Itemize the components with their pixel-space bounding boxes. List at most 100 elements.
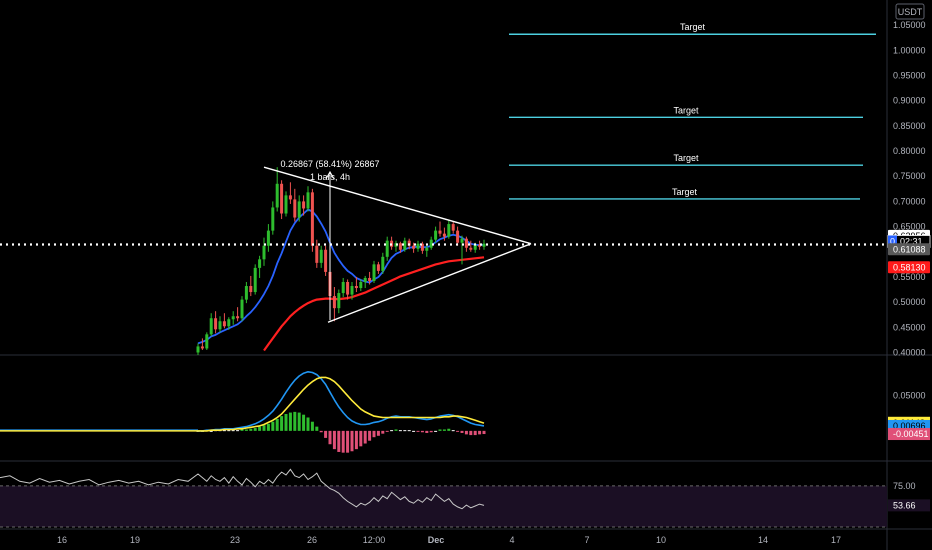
candle-body[interactable] (249, 286, 253, 293)
candle-body[interactable] (214, 318, 218, 330)
candle-body[interactable] (346, 281, 350, 295)
macd-histogram-bar (324, 430, 328, 438)
candle-body[interactable] (469, 247, 473, 250)
candle-body[interactable] (425, 247, 429, 251)
candle-body[interactable] (438, 230, 442, 234)
candle-body[interactable] (205, 334, 209, 349)
candle-body[interactable] (420, 243, 424, 251)
macd-histogram-bar (403, 430, 407, 432)
candle-body[interactable] (385, 240, 389, 257)
currency-box[interactable] (895, 3, 925, 20)
candle-body[interactable] (236, 316, 240, 319)
candle-body[interactable] (209, 318, 213, 335)
candle-body[interactable] (460, 238, 464, 243)
price-axis[interactable]: USDT (895, 3, 925, 20)
candle-body[interactable] (341, 281, 345, 294)
macd-histogram-bar (271, 421, 275, 431)
candle-body[interactable] (434, 230, 438, 240)
candle-body[interactable] (288, 195, 292, 200)
candle-body[interactable] (337, 293, 341, 309)
candle-body[interactable] (258, 259, 262, 268)
time-axis-label: 14 (758, 535, 768, 545)
candle-body[interactable] (244, 286, 248, 300)
candle-body[interactable] (231, 316, 235, 320)
macd-histogram-bar (385, 430, 389, 432)
time-axis[interactable]: 16 19 23 26 12:00 Dec 4 7 10 14 17 (57, 535, 841, 545)
targets-layer[interactable]: Target Target Target Target (509, 22, 876, 200)
macd-pane[interactable] (0, 371, 486, 453)
macd-histogram-bar (381, 430, 385, 434)
candle-body[interactable] (222, 321, 226, 327)
price-tick-label: 0.55000 (893, 272, 926, 282)
candle-body[interactable] (381, 256, 385, 271)
candle-body[interactable] (350, 286, 354, 295)
candle-body[interactable] (363, 277, 367, 282)
rsi-line (0, 468, 485, 510)
time-axis-label: 4 (509, 535, 514, 545)
candle-body[interactable] (368, 277, 372, 281)
rsi-pane[interactable] (0, 468, 485, 510)
price-tick-label: 1.05000 (893, 20, 926, 30)
candle-body[interactable] (253, 267, 257, 293)
candle-body[interactable] (196, 346, 200, 353)
macd-histogram-bar (451, 430, 455, 432)
macd-histogram-bar (420, 430, 424, 433)
candle-body[interactable] (447, 224, 451, 237)
price-tick-label: 0.65000 (893, 222, 926, 232)
macd-histogram-bar (337, 430, 341, 452)
macd-histogram-bar (376, 430, 380, 436)
candle-body[interactable] (306, 192, 310, 209)
macd-histogram-bar (363, 430, 367, 444)
candle-body[interactable] (319, 249, 323, 263)
rsi-axis: 75.00 53.66 (888, 481, 930, 512)
currency-label: USDT (898, 7, 923, 17)
candle-body[interactable] (200, 346, 204, 349)
time-axis-label: 23 (230, 535, 240, 545)
candle-body[interactable] (315, 245, 319, 263)
candle-body[interactable] (266, 230, 270, 246)
candle-body[interactable] (478, 244, 482, 247)
candle-body[interactable] (297, 201, 301, 218)
candle-body[interactable] (398, 243, 402, 250)
candle-body[interactable] (293, 199, 297, 218)
candle-body[interactable] (456, 230, 460, 243)
measure-arrowhead (325, 170, 335, 180)
candle-body[interactable] (271, 207, 275, 231)
candle-body[interactable] (482, 243, 486, 247)
candle-body[interactable] (262, 245, 266, 260)
candle-body[interactable] (403, 240, 407, 250)
candle-body[interactable] (218, 321, 222, 330)
candle-body[interactable] (372, 264, 376, 281)
candle-body[interactable] (429, 239, 433, 248)
price-tag-low-box (888, 261, 930, 274)
candle-body[interactable] (324, 249, 328, 272)
candle-body[interactable] (302, 201, 306, 209)
candle-body[interactable] (451, 224, 455, 231)
candle-body[interactable] (376, 264, 380, 271)
candle-body[interactable] (359, 281, 363, 289)
triangle-lower-trendline[interactable] (327, 243, 532, 323)
candle-body[interactable] (332, 296, 336, 309)
candle-body[interactable] (227, 319, 231, 327)
candle-body[interactable] (473, 244, 477, 250)
candle-body[interactable] (442, 233, 446, 237)
candle-body[interactable] (284, 195, 288, 214)
macd-histogram-bar (447, 428, 451, 431)
candle-body[interactable] (407, 240, 411, 246)
macd-histogram-bar (478, 430, 482, 435)
candle-body[interactable] (416, 243, 420, 249)
candle-body[interactable] (275, 183, 279, 208)
candle-body[interactable] (354, 286, 358, 289)
countdown-label: 02:31 (900, 236, 923, 246)
candle-body[interactable] (310, 192, 314, 246)
drawings[interactable] (263, 166, 532, 323)
candles[interactable] (196, 167, 486, 355)
macd-histogram-bar (359, 430, 363, 447)
candle-body[interactable] (464, 238, 468, 248)
candle-body[interactable] (240, 299, 244, 319)
candle-body[interactable] (412, 245, 416, 249)
candle-body[interactable] (280, 183, 284, 214)
triangle-upper-trendline[interactable] (263, 166, 532, 245)
